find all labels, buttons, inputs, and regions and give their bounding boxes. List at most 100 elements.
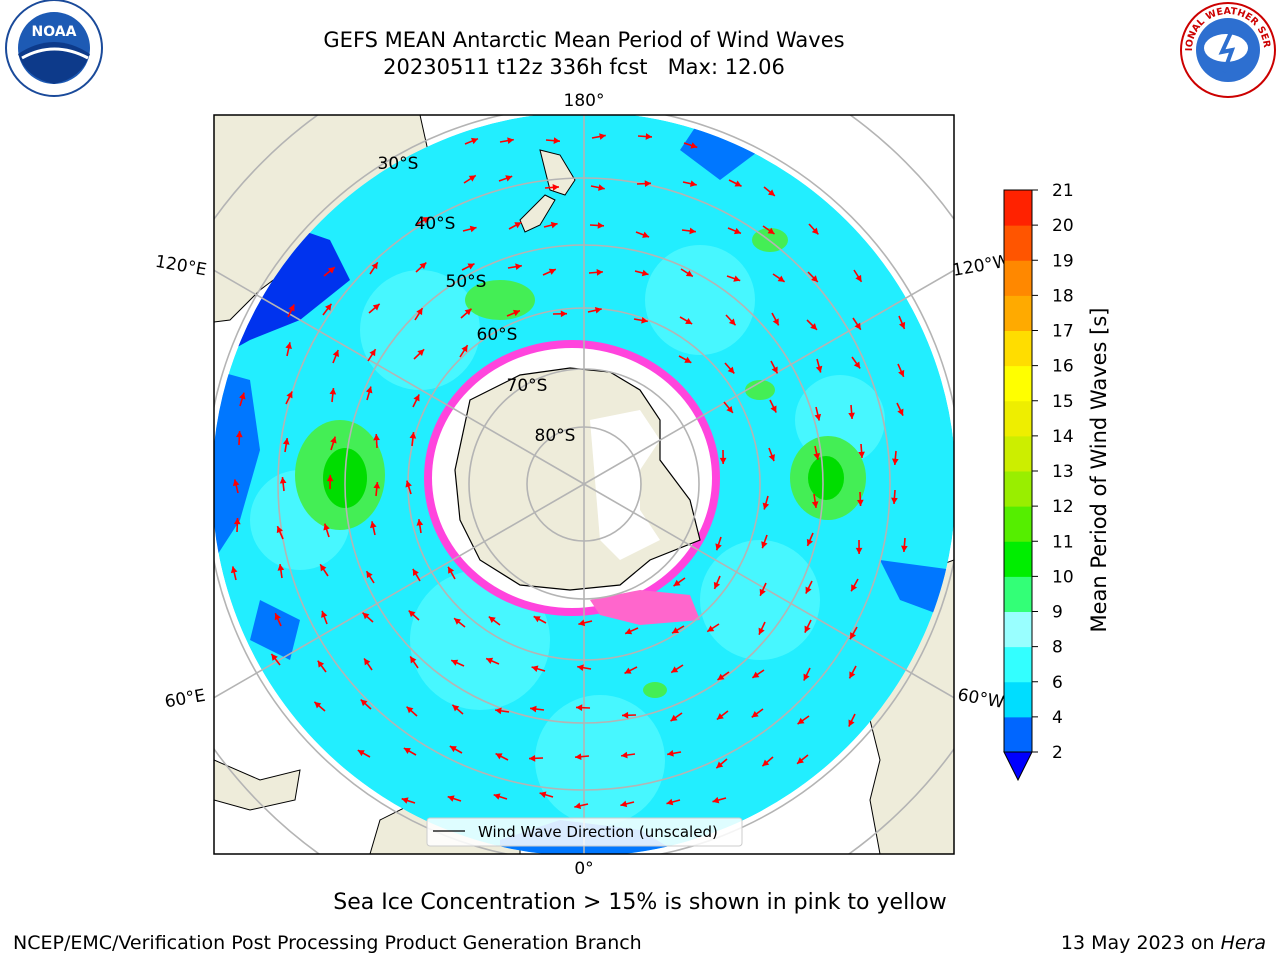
colorbar-underflow-triangle bbox=[1003, 751, 1033, 782]
colorbar-tick-label: 8 bbox=[1052, 638, 1063, 658]
wind-wave-arrow bbox=[239, 392, 246, 407]
wind-wave-arrow bbox=[552, 310, 568, 318]
wind-wave-arrow bbox=[621, 751, 636, 759]
colorbar-tick-label: 17 bbox=[1052, 322, 1074, 342]
wind-wave-arrow bbox=[811, 493, 819, 508]
wind-wave-arrow bbox=[460, 308, 473, 319]
wind-wave-arrow bbox=[670, 664, 684, 674]
wind-wave-arrow bbox=[590, 184, 605, 191]
host-name: Hera bbox=[1220, 932, 1266, 954]
lat-label-70s: 70°S bbox=[507, 376, 548, 396]
wind-wave-arrow bbox=[758, 621, 766, 635]
colorbar-segment bbox=[1004, 225, 1032, 261]
wind-wave-arrow bbox=[682, 180, 697, 187]
wind-wave-arrow bbox=[763, 186, 776, 197]
wind-wave-arrow bbox=[633, 317, 648, 324]
colorbar-segment bbox=[1004, 260, 1032, 296]
new-zealand-land bbox=[519, 149, 576, 233]
colorbar: 2 4 6 8 9 10 11 12 13 14 15 16 17 18 19 20 21 bbox=[1003, 181, 1074, 782]
wind-wave-arrow bbox=[413, 348, 425, 360]
wind-wave-arrow bbox=[406, 706, 418, 717]
wind-wave-arrow bbox=[725, 314, 737, 326]
wind-wave-arrow bbox=[451, 704, 464, 715]
nws-logo: NATIONAL WEATHER SERVICE bbox=[1178, 0, 1276, 98]
wind-wave-arrow bbox=[461, 262, 475, 271]
wind-wave-arrow bbox=[232, 479, 240, 494]
map-panel: Wind Wave Direction (unscaled) bbox=[214, 115, 954, 854]
wind-wave-arrow bbox=[751, 708, 764, 718]
wind-wave-arrow bbox=[848, 404, 855, 420]
wind-wave-arrow bbox=[769, 399, 777, 413]
wind-wave-arrow bbox=[762, 495, 770, 510]
wind-wave-arrow bbox=[279, 476, 287, 492]
wind-wave-arrow bbox=[805, 580, 813, 594]
africa-land bbox=[214, 759, 301, 811]
wind-wave-arrow bbox=[369, 261, 379, 275]
wind-wave-arrow bbox=[285, 391, 293, 405]
wind-wave-arrow bbox=[850, 578, 859, 592]
wind-wave-arrow bbox=[712, 796, 727, 804]
wind-wave-arrow bbox=[719, 449, 727, 465]
wind-wave-arrow bbox=[855, 539, 863, 555]
wind-wave-arrow bbox=[727, 227, 742, 235]
wind-wave-arrow bbox=[666, 798, 681, 806]
wind-wave-arrow bbox=[362, 612, 374, 623]
wind-wave-arrow bbox=[447, 566, 456, 580]
wind-wave-arrow bbox=[807, 271, 819, 283]
colorbar-segment bbox=[1004, 435, 1032, 472]
wind-wave-arrow bbox=[621, 711, 637, 719]
wind-wave-arrows bbox=[230, 133, 908, 810]
wind-wave-arrow bbox=[898, 315, 906, 330]
wind-wave-arrow bbox=[853, 269, 863, 283]
wind-wave-arrow bbox=[508, 221, 522, 230]
wind-wave-arrow bbox=[620, 800, 635, 808]
wind-wave-arrow bbox=[319, 563, 329, 577]
wind-wave-arrow bbox=[326, 474, 334, 490]
wind-wave-arrow bbox=[804, 619, 812, 633]
wind-wave-arrow bbox=[545, 137, 561, 144]
lon-label-120w: 120°W bbox=[951, 251, 1012, 281]
wind-wave-arrow bbox=[671, 625, 685, 634]
lat-label-30s: 30°S bbox=[378, 154, 419, 174]
wind-wave-arrow bbox=[806, 532, 814, 547]
colorbar-segment bbox=[1004, 400, 1032, 437]
colorbar-tick-label: 12 bbox=[1052, 497, 1074, 517]
wind-wave-arrow bbox=[591, 133, 606, 140]
colorbar-tick-label: 19 bbox=[1052, 251, 1074, 271]
wind-wave-arrow bbox=[403, 747, 417, 756]
wind-wave-arrow bbox=[678, 355, 692, 364]
wind-wave-arrow bbox=[401, 797, 416, 804]
wind-wave-arrow bbox=[412, 568, 421, 582]
wind-wave-arrow bbox=[637, 133, 653, 140]
wind-wave-arrow bbox=[332, 349, 340, 364]
wind-wave-arrow bbox=[464, 137, 479, 145]
wind-wave-arrow bbox=[453, 617, 466, 628]
colorbar-tick-label: 11 bbox=[1052, 532, 1074, 552]
wind-wave-arrow bbox=[530, 705, 545, 713]
wind-wave-arrow bbox=[233, 517, 241, 533]
colorbar-tick-label: 13 bbox=[1052, 462, 1074, 482]
date-text: 13 May 2023 on bbox=[1060, 932, 1215, 954]
lat-label-60s: 60°S bbox=[477, 325, 518, 345]
colorbar-label: Mean Period of Wind Waves [s] bbox=[1087, 308, 1111, 633]
wind-wave-arrow bbox=[531, 665, 546, 672]
wind-wave-arrow bbox=[796, 754, 809, 765]
wind-wave-arrow bbox=[414, 307, 424, 321]
wind-wave-arrow bbox=[901, 537, 908, 553]
wind-wave-arrow bbox=[636, 180, 652, 187]
colorbar-tick-label: 2 bbox=[1052, 743, 1063, 763]
wind-wave-arrow bbox=[322, 303, 333, 316]
wind-wave-arrow bbox=[624, 627, 639, 635]
lon-label-120e: 120°E bbox=[154, 252, 208, 281]
wind-wave-arrow bbox=[713, 575, 721, 590]
wind-wave-arrow bbox=[574, 753, 590, 761]
colorbar-tick-label: 21 bbox=[1052, 181, 1074, 201]
wind-wave-arrow bbox=[270, 653, 281, 666]
wind-wave-arrow bbox=[849, 626, 858, 640]
wind-wave-arrow bbox=[770, 360, 779, 374]
wind-wave-arrow bbox=[313, 701, 326, 712]
wind-wave-arrow bbox=[768, 447, 775, 462]
wind-wave-arrow bbox=[772, 273, 786, 283]
wind-wave-arrow bbox=[761, 756, 774, 767]
wind-wave-arrow bbox=[848, 665, 857, 679]
